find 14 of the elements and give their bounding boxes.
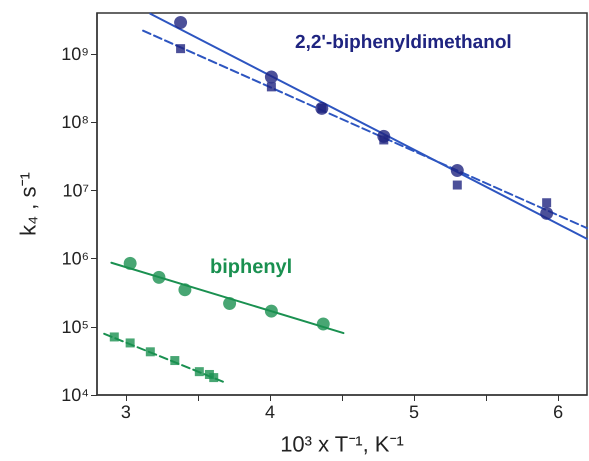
y-tick-label: 10⁸ xyxy=(61,112,89,132)
x-tick-label: 3 xyxy=(120,402,131,422)
y-tick-label: 10⁵ xyxy=(62,316,89,337)
x-axis-title: 10³ x T⁻¹, K⁻¹ xyxy=(280,432,404,456)
x-tick-label: 4 xyxy=(264,402,275,422)
x-tick-label: 5 xyxy=(409,402,420,422)
y-tick-label: 10⁹ xyxy=(61,44,89,64)
x-tick-label: 6 xyxy=(553,402,564,422)
annotation: biphenyl xyxy=(210,256,292,278)
y-tick-label: 10⁷ xyxy=(62,180,89,200)
annotation: 2,2'-biphenyldimethanol xyxy=(295,32,512,53)
y-tick-label: 10⁴ xyxy=(61,385,89,405)
y-tick-label: 10⁶ xyxy=(62,248,89,269)
y-axis-title: k₄ , s⁻¹ xyxy=(16,172,40,236)
